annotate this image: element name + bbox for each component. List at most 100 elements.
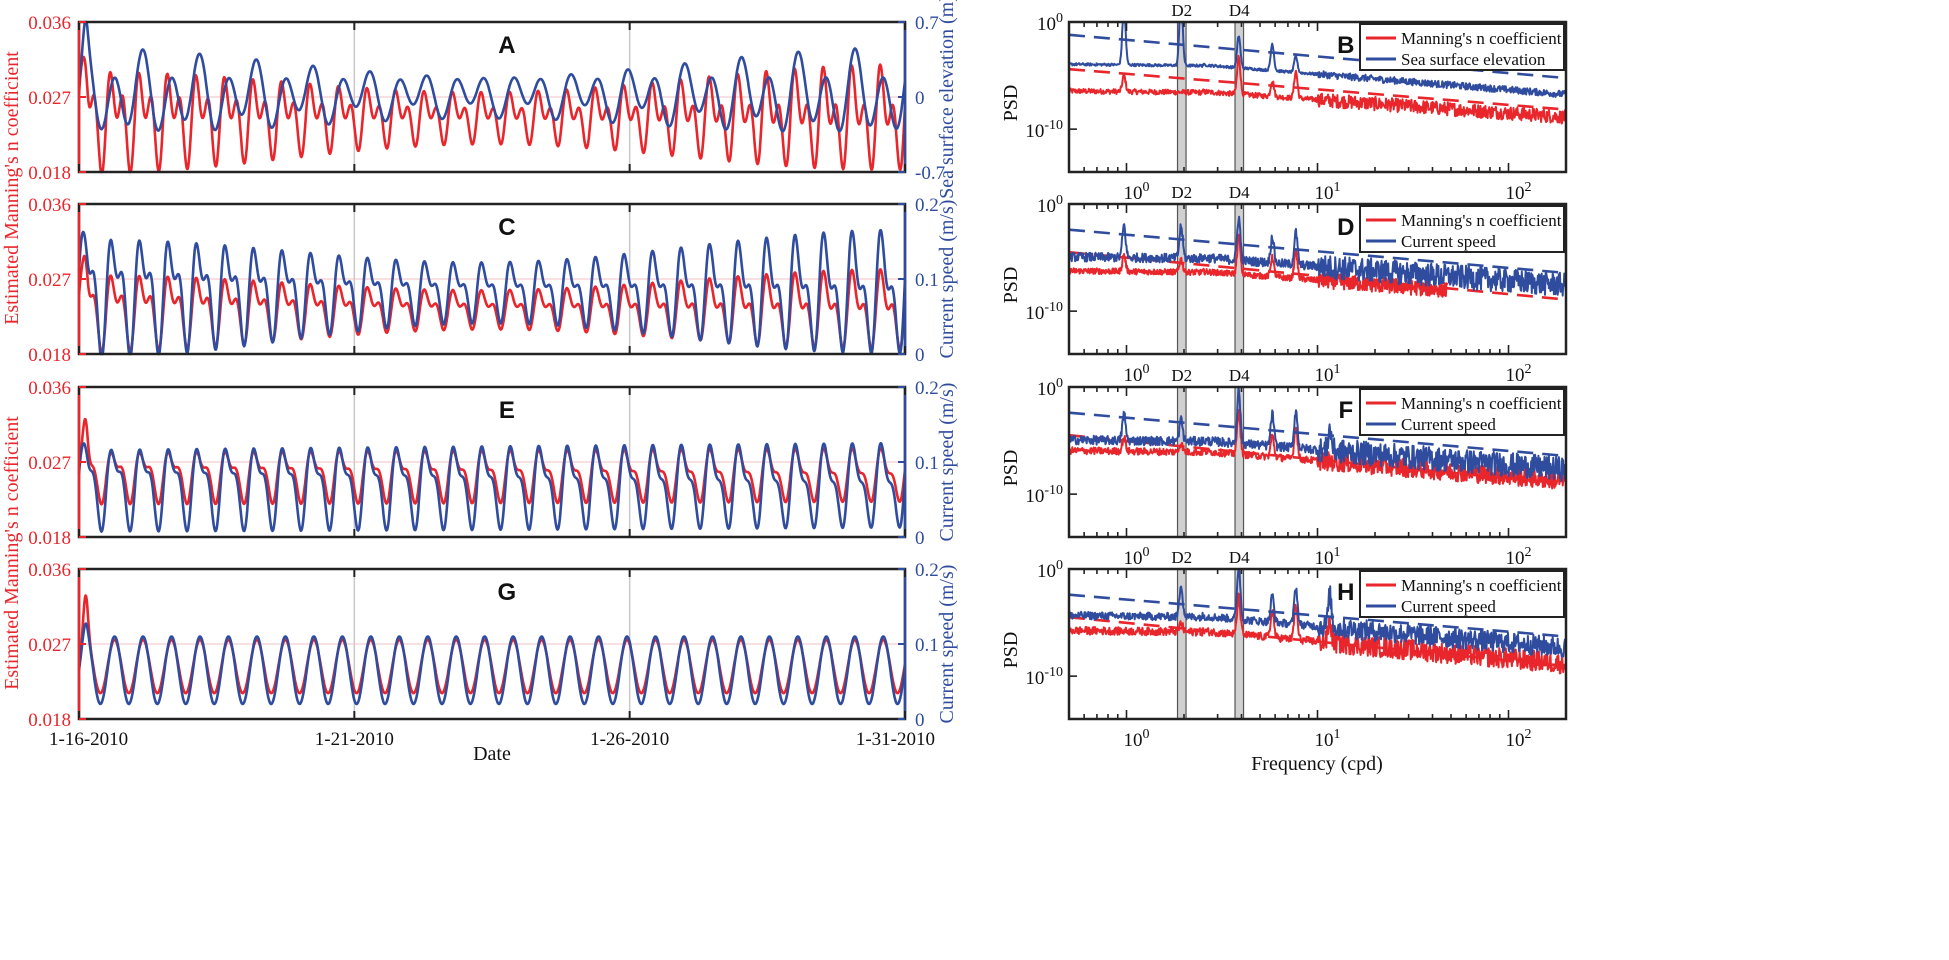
band-label: D2 [1171, 1, 1192, 20]
spectrum-panel-B: D2 D4 100 10-10 100 101 102 PSD B Manning's n coe… [1000, 1, 1568, 204]
y-tick-label: 100 [1037, 193, 1063, 217]
x-tick-label: 100 [1123, 180, 1149, 204]
band-label: D4 [1229, 183, 1250, 202]
y-tick-label: 10-10 [1025, 118, 1063, 142]
y-left-axis-label: Estimated Manning's n coefficient [1, 51, 23, 325]
frequency-band-d2 [1176, 386, 1187, 538]
legend-label: Current speed [1401, 597, 1496, 616]
legend: Manning's n coefficient Current speed [1359, 205, 1565, 253]
psd-axis-label: PSD [1000, 450, 1022, 487]
y-left-tick-label: 0.036 [28, 560, 71, 581]
x-axis-title-date: Date [473, 743, 511, 765]
y-tick-label: 100 [1037, 11, 1063, 35]
spectrum-line-0 [1068, 592, 1567, 675]
y-right-tick-label: 0.2 [915, 195, 939, 216]
y-left-tick-label: 0.018 [28, 528, 71, 549]
panel-letter: A [498, 32, 515, 59]
y-left-tick-label: 0.027 [28, 453, 71, 474]
legend-label: Manning's n coefficient [1401, 211, 1562, 230]
panel-letter: G [498, 579, 517, 606]
dashed-reference-line-1 [1068, 228, 1567, 275]
timeseries-panel-E: 0.018 0.027 0.036 0 0.1 0.2 E Current speed (m/… [28, 378, 958, 549]
spectrum-line-1 [1068, 215, 1567, 297]
x-tick-label: 102 [1506, 727, 1532, 751]
y-left-tick-label: 0.036 [28, 13, 71, 34]
legend-label: Manning's n coefficient [1401, 394, 1562, 413]
x-tick-label: 1-26-2010 [590, 729, 669, 750]
spectrum-line-1 [1068, 21, 1567, 98]
x-tick-label: 100 [1123, 362, 1149, 386]
dashed-reference-line-0 [1068, 615, 1567, 668]
y-right-tick-label: 0.2 [915, 378, 939, 399]
psd-axis-label: PSD [1000, 632, 1022, 669]
y-left-tick-label: 0.027 [28, 635, 71, 656]
x-axis-title-frequency: Frequency (cpd) [1251, 753, 1383, 775]
panel-letter: D [1337, 214, 1354, 241]
spectrum-line-0 [1068, 408, 1567, 490]
panel-letter: F [1338, 397, 1353, 424]
y-left-tick-label: 0.018 [28, 163, 71, 184]
y-right-tick-label: 0.2 [915, 560, 939, 581]
series-line-manning-n [77, 55, 907, 174]
x-tick-label: 101 [1315, 180, 1341, 204]
timeseries-panel-C: 0.018 0.027 0.036 0 0.1 0.2 C Current speed (m/… [28, 195, 958, 366]
timeseries-panel-G: 0.018 0.027 0.036 0 0.1 0.2 G Current speed (m/… [28, 560, 958, 750]
y-tick-label: 100 [1037, 376, 1063, 400]
y-right-tick-label: 0.1 [915, 270, 939, 291]
y-tick-label: 10-10 [1025, 665, 1063, 689]
y-left-tick-label: 0.027 [28, 88, 71, 109]
legend: Manning's n coefficient Current speed [1359, 570, 1565, 618]
legend: Manning's n coefficient Sea surface eleva… [1359, 23, 1565, 71]
series-line-blue-1 [77, 441, 907, 533]
legend-label: Current speed [1401, 415, 1496, 434]
psd-axis-label: PSD [1000, 267, 1022, 304]
y-right-tick-label: 0 [915, 345, 925, 366]
x-tick-label: 102 [1506, 180, 1532, 204]
spectrum-line-1 [1068, 386, 1567, 482]
y-left-axis-label: Estimated Manning's n coefficient [1, 416, 23, 690]
y-right-tick-label: 0 [915, 88, 925, 109]
y-right-tick-label: 0 [915, 528, 925, 549]
panel-letter: C [498, 214, 515, 241]
y-left-tick-label: 0.036 [28, 195, 71, 216]
series-line-blue-1 [77, 622, 907, 706]
x-tick-label: 101 [1315, 362, 1341, 386]
panel-letter: B [1337, 32, 1354, 59]
legend-box [1359, 205, 1565, 253]
band-label: D4 [1229, 548, 1250, 567]
timeseries-panel-A: 0.018 0.027 0.036 -0.7 0 0.7 A Sea surface elev… [28, 0, 958, 199]
x-tick-label: 102 [1506, 362, 1532, 386]
x-tick-label: 1-16-2010 [49, 729, 128, 750]
band-label: D2 [1171, 548, 1192, 567]
panel-letter: E [499, 397, 515, 424]
band-label: D2 [1171, 183, 1192, 202]
band-label: D4 [1229, 366, 1250, 385]
band-label: D4 [1229, 1, 1250, 20]
x-tick-label: 1-31-2010 [856, 729, 935, 750]
x-tick-label: 1-21-2010 [315, 729, 394, 750]
psd-axis-label: PSD [1000, 85, 1022, 122]
y-left-tick-label: 0.027 [28, 270, 71, 291]
y-right-axis-label: Current speed (m/s) [936, 383, 958, 542]
y-right-tick-label: 0 [915, 710, 925, 731]
band-label: D2 [1171, 366, 1192, 385]
series-line-blue-1 [77, 228, 907, 356]
series-line-blue-1 [77, 20, 907, 133]
legend-label: Sea surface elevation [1401, 50, 1546, 69]
y-tick-label: 10-10 [1025, 300, 1063, 324]
legend-label: Manning's n coefficient [1401, 576, 1562, 595]
y-right-axis-label: Sea surface elevation (m) [936, 0, 958, 199]
y-tick-label: 10-10 [1025, 483, 1063, 507]
legend-box [1359, 23, 1565, 71]
y-tick-label: 100 [1037, 558, 1063, 582]
y-right-tick-label: -0.7 [915, 163, 945, 184]
x-tick-label: 101 [1315, 727, 1341, 751]
legend-box [1359, 570, 1565, 618]
legend-box [1359, 388, 1565, 436]
legend: Manning's n coefficient Current speed [1359, 388, 1565, 436]
y-left-tick-label: 0.018 [28, 345, 71, 366]
x-tick-label: 102 [1506, 545, 1532, 569]
